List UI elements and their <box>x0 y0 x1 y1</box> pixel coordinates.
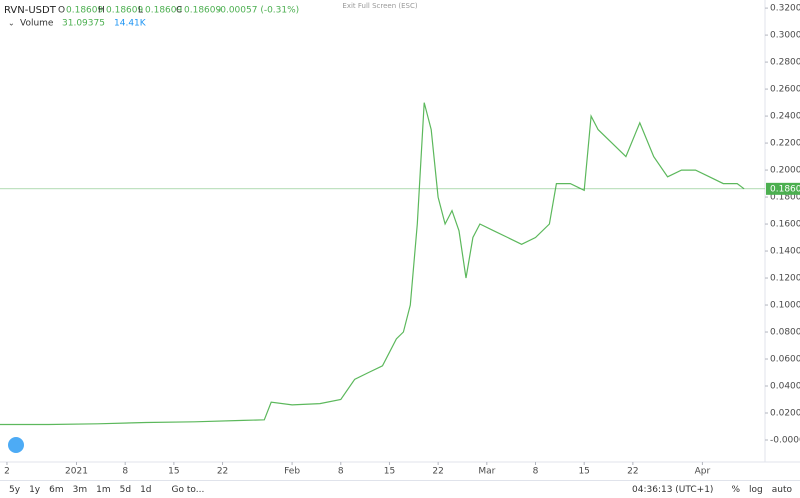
range-button[interactable]: 3m <box>72 485 88 495</box>
y-tick-label: 0.32000 <box>770 4 800 14</box>
legend-c-label: C <box>176 6 182 16</box>
logo <box>8 437 24 453</box>
x-tick-label: 15 <box>168 467 179 477</box>
range-button[interactable]: 5d <box>119 485 132 495</box>
legend-o-label: O <box>58 6 65 16</box>
range-button[interactable]: 1d <box>140 485 152 495</box>
auto-button[interactable]: auto <box>771 485 792 495</box>
legend-symbol: RVN-USDT <box>4 5 57 16</box>
x-tick-label: 15 <box>384 467 395 477</box>
y-tick-label: -0.00000 <box>770 436 800 446</box>
x-tick-label: Feb <box>284 467 300 477</box>
last-price-label: 0.18609 <box>770 184 800 194</box>
collapse-icon[interactable]: ⌄ <box>8 19 15 28</box>
x-tick-label: 2021 <box>65 467 88 477</box>
last-price-box <box>766 182 800 195</box>
volume-label: Volume <box>20 19 54 29</box>
x-tick-label: 22 <box>432 467 443 477</box>
legend-l-label: L <box>138 6 143 16</box>
chart: Exit Full Screen (ESC) ⌄ RVN-USDT O 0.1860… <box>0 0 800 477</box>
x-tick-label: 15 <box>578 467 589 477</box>
range-button[interactable]: 1m <box>96 485 111 495</box>
range-button[interactable]: 6m <box>49 485 64 495</box>
x-tick-label: 2 <box>4 467 10 477</box>
x-tick-label: 8 <box>533 467 539 477</box>
exit-fullscreen[interactable]: Exit Full Screen (ESC) <box>342 2 417 10</box>
range-button[interactable]: 5y <box>9 485 21 495</box>
legend-h-label: H <box>98 6 105 16</box>
x-tick-label: Mar <box>478 467 495 477</box>
legend-change: -0.00057 (-0.31%) <box>217 6 299 16</box>
percent-button[interactable]: % <box>731 485 740 495</box>
x-tick-label: 8 <box>122 467 128 477</box>
x-tick-label: 22 <box>627 467 638 477</box>
log-button[interactable]: log <box>749 485 763 495</box>
goto-button[interactable]: Go to... <box>171 485 205 495</box>
x-tick-label: 8 <box>338 467 344 477</box>
x-tick-label: 22 <box>217 467 228 477</box>
legend-high: 0.18609 <box>106 6 143 16</box>
clock: 04:36:13 (UTC+1) <box>632 485 714 495</box>
x-tick-label: Apr <box>695 467 711 477</box>
legend-close: 0.18609 <box>184 6 221 16</box>
legend-open: 0.18609 <box>66 6 103 16</box>
toolbar: 5y 1y 6m 3m 1m 5d 1d Go to... 04:36:13 (UTC+1)% l… <box>0 480 800 498</box>
volume-b: 14.41K <box>114 19 147 29</box>
volume-a: 31.09375 <box>62 19 105 29</box>
legend-low: 0.18609 <box>145 6 182 16</box>
range-button[interactable]: 1y <box>29 485 41 495</box>
price-line <box>0 102 745 426</box>
